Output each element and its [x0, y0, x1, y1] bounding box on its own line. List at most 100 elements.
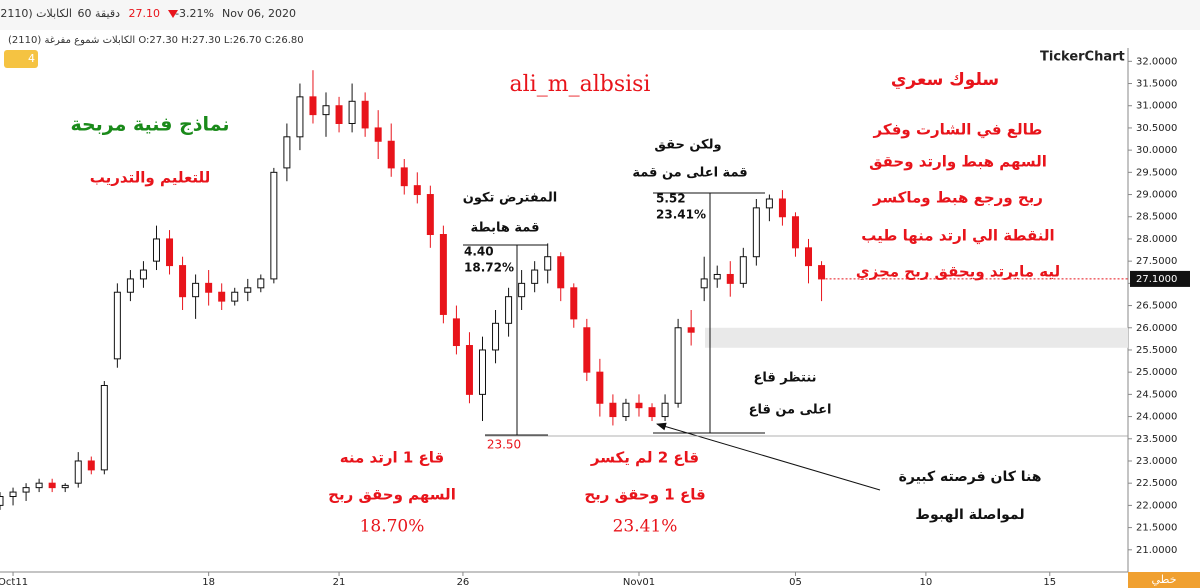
x-tick-label: 05 [789, 577, 802, 588]
alert-badge[interactable] [4, 50, 38, 68]
y-tick-label: 29.0000 [1136, 190, 1177, 201]
candle-body [805, 247, 813, 267]
annotation: 4.40 [464, 245, 494, 259]
candle-body [322, 105, 330, 116]
x-tick-label: 18 [202, 577, 215, 588]
y-tick-label: 24.0000 [1136, 412, 1177, 423]
x-tick-label: 10 [920, 577, 933, 588]
price: 27.10 [129, 7, 161, 20]
candle-body [283, 136, 291, 169]
candle-body [570, 287, 578, 320]
author: ali_m_albsisi [510, 72, 651, 97]
candle-body [465, 345, 473, 395]
y-tick-label: 30.0000 [1136, 145, 1177, 156]
y-tick-label: 23.0000 [1136, 456, 1177, 467]
candle-body [9, 491, 17, 498]
candle-body [257, 278, 265, 289]
candle-body [752, 207, 760, 258]
candle-body [0, 496, 4, 506]
annotation: طالع في الشارت وفكر [873, 121, 1043, 139]
x-tick-label: Nov01 [623, 577, 655, 588]
candle-body [518, 282, 526, 298]
candle-body [818, 265, 826, 280]
candle-body [166, 238, 174, 267]
candle-body [765, 198, 773, 209]
candle-body [452, 318, 460, 347]
annotation: ربح ورجع هبط وماكسر [872, 189, 1043, 207]
candle-body [35, 482, 43, 489]
candle-body [152, 238, 160, 262]
mode-label: خطي [1152, 573, 1177, 586]
logo: TickerChart [1040, 50, 1125, 65]
candle-body [583, 327, 591, 373]
change: -3.21% [175, 7, 214, 20]
candle-body [739, 256, 747, 284]
candle-body [139, 269, 147, 280]
candle-body [100, 384, 108, 471]
candle-body [439, 234, 447, 315]
candle-body [361, 100, 369, 129]
interval: 60 دقيقة [78, 7, 121, 20]
candle-body [661, 402, 669, 418]
candle-body [700, 278, 708, 289]
annotation: قاع 1 ارتد منه [340, 449, 444, 467]
y-tick-label: 26.5000 [1136, 301, 1177, 312]
symbol: (2110) الكابلات [0, 7, 72, 20]
candle-body [192, 282, 200, 298]
y-tick-label: 25.5000 [1136, 345, 1177, 356]
ohlc-line: (2110) الكابلات شموع مفرغة O:27.30 H:27.… [8, 35, 304, 46]
candle-body [22, 487, 30, 493]
header-bar [0, 0, 1200, 30]
x-tick-label: Oct11 [0, 577, 28, 588]
y-tick-label: 28.5000 [1136, 212, 1177, 223]
y-tick-label: 26.0000 [1136, 323, 1177, 334]
y-tick-label: 23.5000 [1136, 434, 1177, 445]
candle-body [544, 256, 552, 271]
annotation: المفترض تكون [463, 191, 558, 206]
candle-body [648, 407, 656, 418]
annotation: 18.72% [464, 261, 514, 275]
candle-body [205, 282, 213, 293]
y-tick-label: 27.5000 [1136, 256, 1177, 267]
y-tick-label: 30.5000 [1136, 123, 1177, 134]
candle-body [622, 402, 630, 418]
annotation: 5.52 [656, 192, 686, 206]
candle-body [296, 96, 304, 138]
alert-count: 4 [28, 52, 35, 65]
annotation: لمواصلة الهبوط [915, 507, 1024, 523]
candle-body [348, 100, 356, 124]
plot: 21.0000 21.5000 22.0000 22.5000 23.0000 23.50… [0, 56, 1190, 588]
candle-body [387, 140, 395, 169]
candle-body [596, 371, 604, 404]
y-tick-label: 29.5000 [1136, 167, 1177, 178]
candle-body [492, 322, 500, 351]
y-tick-label: 21.5000 [1136, 523, 1177, 534]
y-tick-label: 22.5000 [1136, 478, 1177, 489]
candle-body [426, 194, 434, 236]
candle-body [126, 278, 134, 293]
last-price-tag [1130, 270, 1190, 287]
annotation: قمة اعلى من قمة [632, 166, 747, 181]
candle-body [179, 265, 187, 298]
annotation: هنا كان فرصته كبيرة [899, 469, 1042, 485]
annotation: قمة هابطة [471, 221, 540, 236]
candle-body [413, 185, 421, 196]
y-tick-label: 31.5000 [1136, 79, 1177, 90]
annotation: للتعليم والتدريب [90, 169, 211, 187]
candle-body [505, 296, 513, 324]
x-tick-label: 21 [333, 577, 346, 588]
candle-body [270, 171, 278, 280]
y-tick-label: 25.0000 [1136, 367, 1177, 378]
last-price-label: 27.1000 [1136, 274, 1177, 285]
x-tick-label: 15 [1043, 577, 1056, 588]
candle-body [778, 198, 786, 218]
candle-body [531, 269, 539, 284]
annotation: سلوك سعري [891, 70, 999, 90]
annotation: السهم هبط وارتد وحقق [869, 153, 1047, 171]
candle-body [113, 291, 121, 360]
mode-button[interactable] [1128, 572, 1200, 588]
candle-body [74, 460, 82, 484]
y-tick-label: 28.0000 [1136, 234, 1177, 245]
candle-body [335, 105, 343, 124]
